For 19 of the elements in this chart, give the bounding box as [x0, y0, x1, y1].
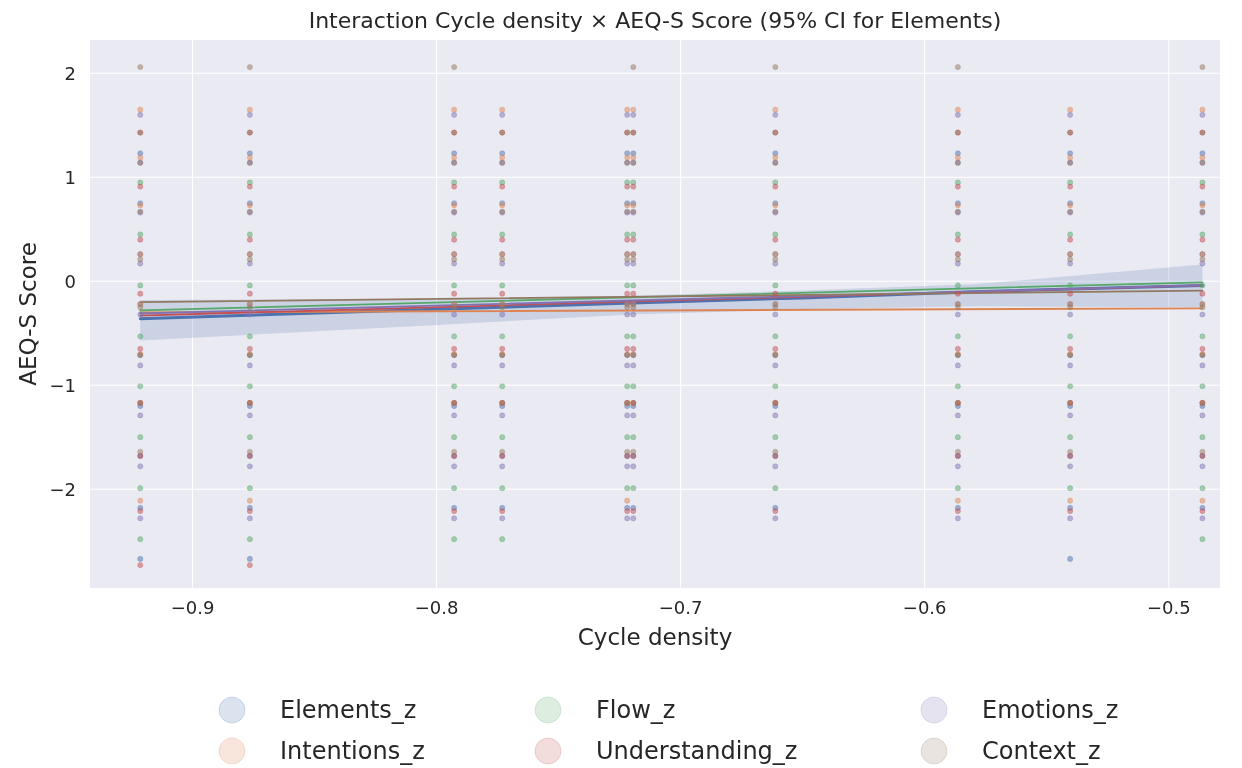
x-tick-label: −0.8	[414, 597, 459, 618]
x-axis-title: Cycle density	[577, 624, 733, 650]
chart-title: Interaction Cycle density × AEQ-S Score (95% CI for Elements)	[308, 8, 1002, 33]
legend-label: Context_z	[982, 737, 1101, 766]
legend-label: Intentions_z	[280, 737, 425, 766]
legend-label: Understanding_z	[596, 737, 798, 766]
y-tick-label: 2	[64, 62, 76, 84]
x-tick-label: −0.5	[1146, 597, 1191, 618]
x-tick-label: −0.9	[170, 597, 215, 618]
y-axis-title: AEQ-S Score	[15, 242, 41, 386]
x-tick-label: −0.6	[902, 597, 947, 618]
y-tick-label: −1	[49, 374, 76, 396]
y-tick-label: 1	[64, 166, 76, 188]
y-tick-label: −2	[49, 478, 76, 500]
legend-label: Flow_z	[596, 696, 676, 725]
legend-label: Elements_z	[280, 696, 417, 725]
y-tick-label: 0	[64, 270, 76, 292]
x-tick-label: −0.7	[658, 597, 703, 618]
legend-label: Emotions_z	[982, 696, 1119, 725]
